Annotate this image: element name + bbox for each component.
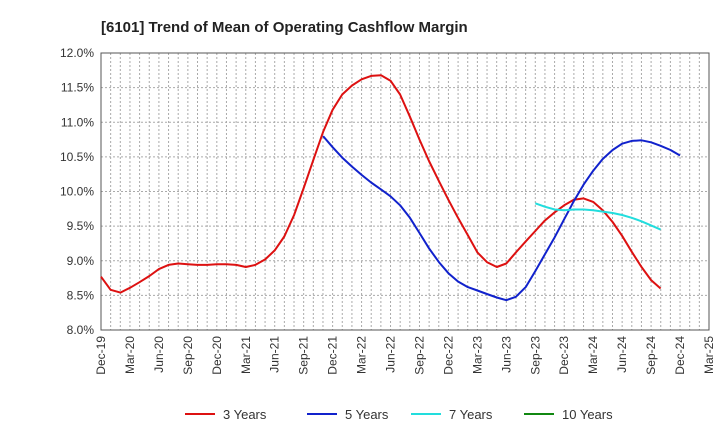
x-tick-label: Sep-21: [297, 336, 311, 375]
x-tick-label: Jun-20: [152, 336, 166, 373]
x-tick-label: Dec-19: [94, 336, 108, 375]
series-line-3-years: [100, 74, 662, 294]
legend-label: 10 Years: [562, 407, 613, 422]
legend-label: 5 Years: [345, 407, 389, 422]
x-tick-label: Dec-20: [210, 336, 224, 375]
series-line-5-years: [322, 135, 681, 302]
series-line-7-years: [534, 202, 662, 231]
y-tick-label: 12.0%: [60, 46, 94, 60]
y-tick-label: 9.0%: [67, 254, 95, 268]
x-tick-label: Sep-20: [181, 336, 195, 375]
x-tick-label: Dec-21: [326, 336, 340, 375]
x-tick-label: Jun-22: [384, 336, 398, 373]
plot-frame: [100, 52, 710, 331]
y-tick-label: 10.5%: [60, 150, 94, 164]
x-tick-label: Jun-23: [499, 336, 513, 373]
series-lines: [100, 74, 681, 302]
grid-lines: [101, 53, 709, 330]
x-tick-label: Mar-22: [355, 336, 369, 374]
y-tick-label: 8.0%: [67, 323, 95, 337]
y-axis-ticks: 8.0% 8.5% 9.0% 9.5% 10.0% 10.5% 11.0% 11.5% 12.0…: [60, 46, 94, 337]
y-tick-label: 11.5%: [61, 81, 94, 95]
x-tick-label: Jun-24: [615, 336, 629, 373]
x-tick-label: Mar-21: [239, 336, 253, 374]
y-tick-label: 11.0%: [61, 115, 94, 129]
x-tick-label: Dec-22: [441, 336, 455, 375]
x-tick-label: Mar-23: [470, 336, 484, 374]
x-tick-label: Sep-22: [412, 336, 426, 375]
chart-title: [6101] Trend of Mean of Operating Cashfl…: [101, 19, 468, 36]
x-tick-label: Dec-24: [673, 336, 687, 375]
y-tick-label: 9.5%: [67, 219, 95, 233]
legend: 3 Years 5 Years 7 Years 10 Years: [185, 407, 613, 422]
legend-label: 3 Years: [223, 407, 267, 422]
y-tick-label: 10.0%: [60, 185, 94, 199]
legend-label: 7 Years: [449, 407, 493, 422]
y-tick-label: 8.5%: [67, 288, 95, 302]
x-tick-label: Jun-21: [268, 336, 282, 373]
x-tick-label: Mar-25: [702, 336, 716, 374]
x-tick-label: Sep-24: [644, 336, 658, 375]
x-tick-label: Dec-23: [557, 336, 571, 375]
x-tick-label: Mar-24: [586, 336, 600, 374]
x-axis-ticks: Dec-19 Mar-20 Jun-20 Sep-20 Dec-20 Mar-21 Jun-…: [94, 336, 716, 375]
x-tick-label: Sep-23: [528, 336, 542, 375]
x-tick-label: Mar-20: [123, 336, 137, 374]
